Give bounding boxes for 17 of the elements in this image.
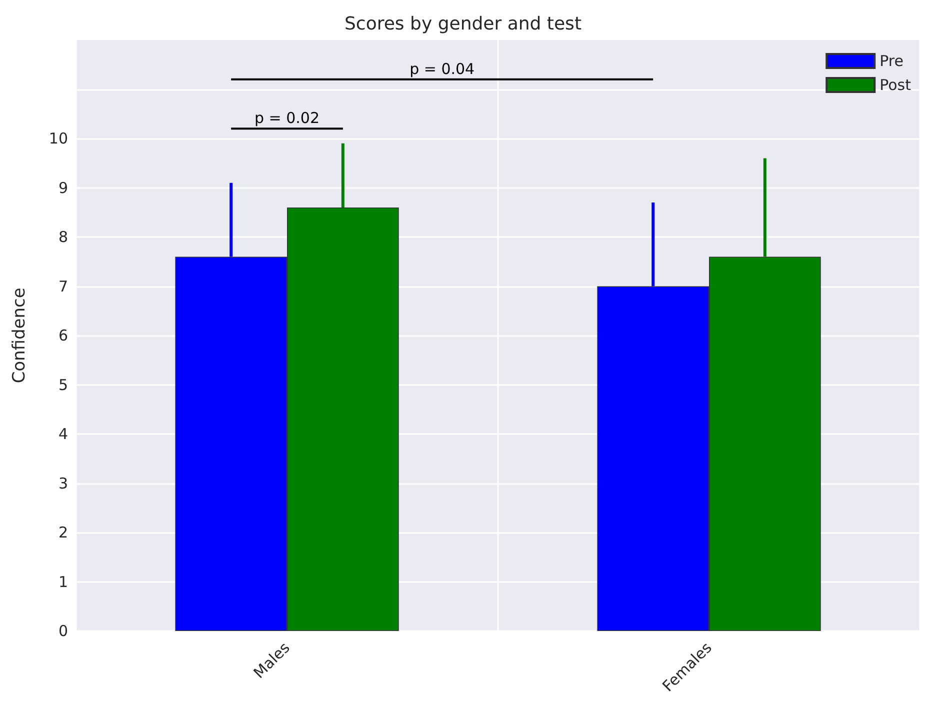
y-tick-label: 9 — [58, 178, 68, 197]
y-tick-label: 4 — [58, 425, 68, 443]
annotation: p = 0.02 — [254, 109, 320, 128]
chart-title: Scores by gender and test — [344, 14, 582, 34]
legend-label: Pre — [880, 52, 904, 70]
y-tick-label: 7 — [58, 277, 68, 296]
y-tick-label: 8 — [58, 228, 68, 246]
y-axis-title: Confidence — [10, 288, 30, 384]
y-tick-label: 1 — [58, 572, 68, 591]
y-tick-label: 3 — [58, 474, 68, 492]
legend-label: Post — [880, 76, 912, 94]
y-tick-label: 0 — [58, 622, 68, 640]
y-tick-label: 5 — [58, 376, 68, 394]
annotation: p = 0.04 — [410, 60, 475, 78]
y-tick-label: 10 — [48, 130, 68, 148]
y-tick-label: 2 — [58, 524, 68, 542]
y-tick-label: 6 — [58, 326, 68, 344]
